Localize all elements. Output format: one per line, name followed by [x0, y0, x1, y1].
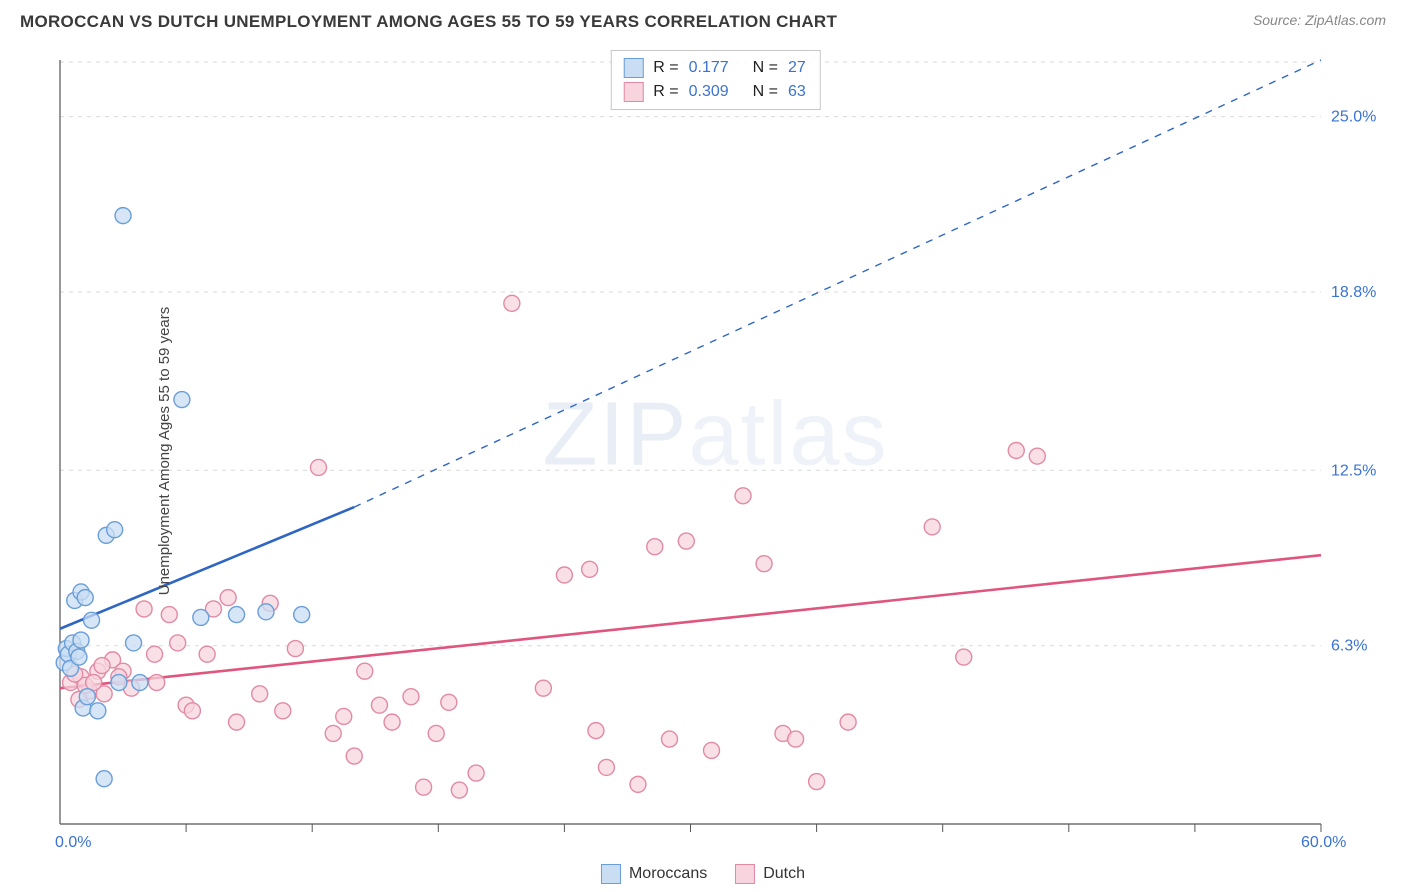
y-axis-label: Unemployment Among Ages 55 to 59 years: [156, 307, 173, 596]
chart-area: Unemployment Among Ages 55 to 59 years 6…: [50, 50, 1381, 852]
source-label: Source: ZipAtlas.com: [1253, 12, 1386, 28]
corr-legend-row: R = 0.309 N = 63: [623, 80, 805, 104]
legend-n-label: N =: [753, 83, 778, 101]
legend-n-value: 63: [788, 83, 806, 101]
legend-item: Dutch: [735, 864, 805, 884]
legend-swatch: [623, 82, 643, 102]
chart-title: MOROCCAN VS DUTCH UNEMPLOYMENT AMONG AGE…: [20, 12, 837, 32]
legend-r-label: R =: [653, 83, 678, 101]
legend-label: Dutch: [763, 865, 805, 883]
legend-swatch: [735, 864, 755, 884]
legend-swatch: [601, 864, 621, 884]
legend-n-value: 27: [788, 59, 806, 77]
svg-text:12.5%: 12.5%: [1331, 462, 1376, 479]
x-axis-max-label: 60.0%: [1301, 834, 1346, 852]
legend-n-label: N =: [753, 59, 778, 77]
correlation-legend: R = 0.177 N = 27 R = 0.309 N = 63: [610, 50, 820, 110]
svg-text:25.0%: 25.0%: [1331, 109, 1376, 126]
x-axis-min-label: 0.0%: [55, 834, 91, 852]
svg-text:6.3%: 6.3%: [1331, 638, 1367, 655]
scatter-plot: 6.3% 12.5% 18.8% 25.0%: [50, 50, 1381, 852]
legend-label: Moroccans: [629, 865, 707, 883]
legend-item: Moroccans: [601, 864, 707, 884]
legend-r-label: R =: [653, 59, 678, 77]
legend-r-value: 0.177: [689, 59, 743, 77]
series-legend: Moroccans Dutch: [601, 864, 805, 884]
corr-legend-row: R = 0.177 N = 27: [623, 56, 805, 80]
svg-text:18.8%: 18.8%: [1331, 284, 1376, 301]
legend-swatch: [623, 58, 643, 78]
legend-r-value: 0.309: [689, 83, 743, 101]
